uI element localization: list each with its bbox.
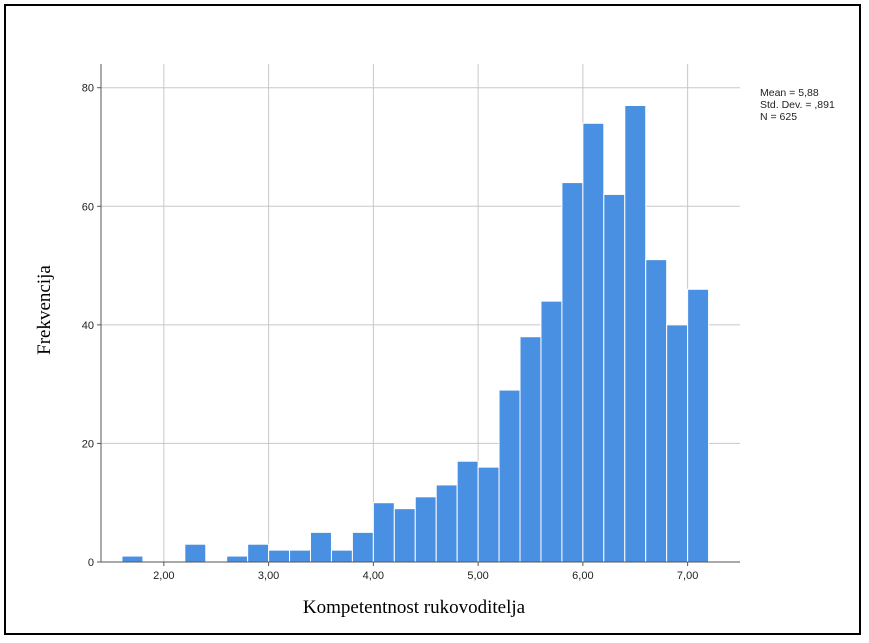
x-tick-label: 7,00 [677,570,698,582]
chart-frame: 0 20 40 60 80 2,00 3,00 4,00 5,00 6,00 7,00 Kompe… [4,4,861,635]
x-tick-labels: 2,00 3,00 4,00 5,00 6,00 7,00 [153,570,698,582]
axes [97,64,740,566]
histogram-bar [687,288,710,563]
x-tick-label: 6,00 [572,570,593,582]
x-axis-title: Kompetentnost rukovoditelja [303,597,526,618]
histogram-bar [603,193,626,563]
histogram-bar [289,549,312,563]
histogram-bar [456,460,479,563]
histogram-bar [519,336,542,563]
histogram-bar [498,389,521,563]
histogram-bar [247,543,270,563]
y-tick-label: 40 [82,320,94,332]
y-tick-label: 20 [82,438,94,450]
y-axis-title: Frekvencija [34,265,55,355]
y-tick-label: 0 [88,557,94,569]
histogram-bar [666,324,689,563]
histogram-bar [435,484,458,563]
stats-std-dev: Std. Dev. = ,891 [760,99,835,111]
y-tick-label: 80 [82,83,94,95]
x-tick-label: 4,00 [363,570,384,582]
histogram-bar [477,466,500,563]
stats-mean: Mean = 5,88 [760,87,819,99]
histogram-bar [330,549,353,563]
histogram-bar [414,496,437,563]
x-tick-label: 3,00 [258,570,279,582]
histogram-bar [184,543,207,563]
stats-box: Mean = 5,88 Std. Dev. = ,891 N = 625 [760,87,835,123]
histogram-bar [645,259,668,563]
y-tick-label: 60 [82,201,94,213]
histogram-bar [310,531,332,563]
histogram-bar [624,105,647,563]
y-tick-labels: 0 20 40 60 80 [82,83,94,569]
x-tick-label: 2,00 [153,570,174,582]
histogram-bar [540,300,563,563]
histogram-bar [268,549,291,563]
x-tick-label: 5,00 [467,570,488,582]
histogram-bar [351,531,374,563]
histogram-bar [226,555,249,563]
histogram-bar [372,502,395,563]
histogram-bar [393,508,416,563]
histogram-bar [121,555,144,563]
histogram-bars [121,105,710,563]
histogram-bar [582,122,605,563]
histogram-chart: 0 20 40 60 80 2,00 3,00 4,00 5,00 6,00 7,00 Kompe… [34,64,835,618]
histogram-bar [561,182,584,563]
stats-n: N = 625 [760,111,797,123]
